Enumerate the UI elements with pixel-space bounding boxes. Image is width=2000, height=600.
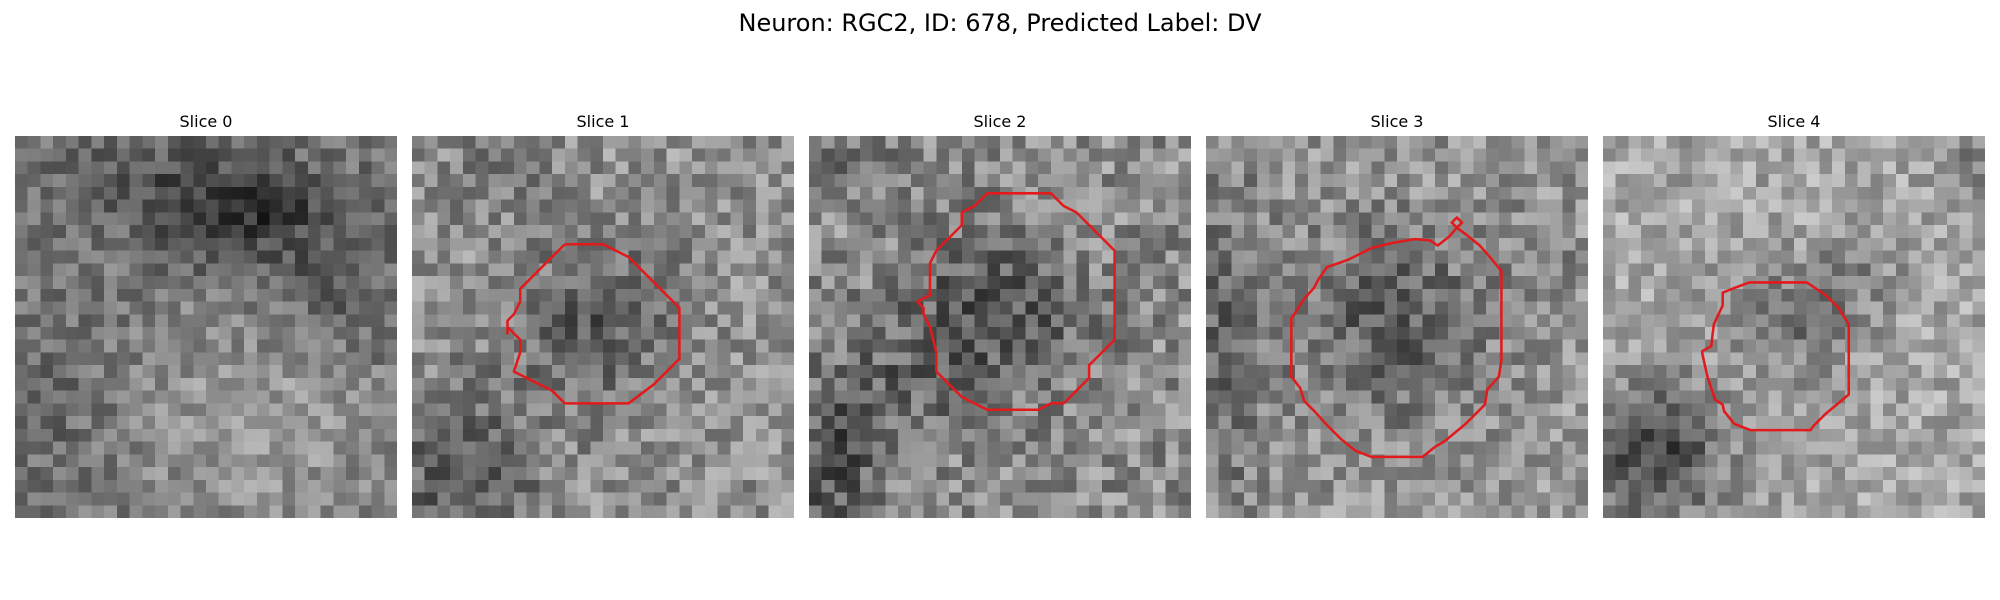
slice-title-0: Slice 0 — [179, 112, 233, 131]
pixel-grid — [809, 136, 1191, 518]
pixel-grid — [1603, 136, 1985, 518]
slice-image-1 — [412, 136, 794, 518]
slice-panel-3: Slice 3 — [1206, 108, 1588, 518]
slice-panel-2: Slice 2 — [809, 108, 1191, 518]
slice-title-4: Slice 4 — [1767, 112, 1821, 131]
figure-title: Neuron: RGC2, ID: 678, Predicted Label: … — [738, 9, 1262, 37]
pixel-grid — [1206, 136, 1588, 518]
slice-title-2: Slice 2 — [973, 112, 1027, 131]
segmentation-contour — [1290, 216, 1503, 459]
segmentation-contour — [1701, 281, 1851, 432]
slice-panel-0: Slice 0 — [15, 108, 397, 518]
slice-image-0 — [15, 136, 397, 518]
slice-image-2 — [809, 136, 1191, 518]
slice-title-3: Slice 3 — [1370, 112, 1424, 131]
slice-panel-1: Slice 1 — [412, 108, 794, 518]
slice-panel-4: Slice 4 — [1603, 108, 1985, 518]
slice-title-1: Slice 1 — [576, 112, 630, 131]
segmentation-contour — [506, 242, 681, 405]
segmentation-contour — [915, 192, 1116, 412]
slice-image-3 — [1206, 136, 1588, 518]
pixel-grid — [412, 136, 794, 518]
pixel-grid — [15, 136, 397, 518]
slice-image-4 — [1603, 136, 1985, 518]
